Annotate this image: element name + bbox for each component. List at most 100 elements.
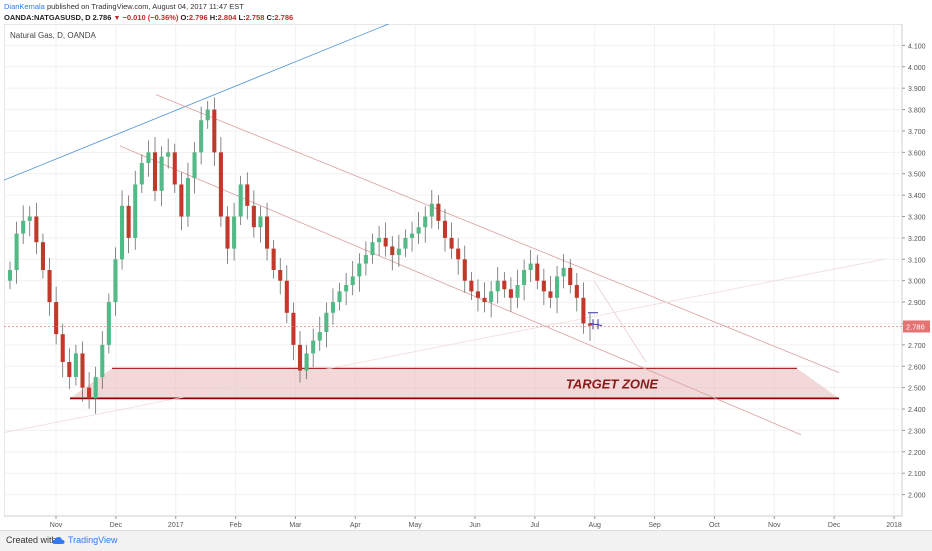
candle-body — [185, 178, 190, 217]
y-tick-label: 2.500 — [908, 386, 926, 393]
close-value: 2.786 — [274, 13, 294, 22]
target-zone-fill — [70, 368, 839, 399]
x-tick-label: Oct — [709, 522, 720, 529]
chart-panel[interactable]: TARGET ZONE 4.100 4.000 3.900 3.800 3.700 3.6… — [4, 24, 930, 530]
y-tick-label: 3.700 — [908, 129, 926, 136]
candle-body — [350, 276, 355, 285]
chart-title: Natural Gas, D, OANDA — [10, 31, 96, 40]
x-tick-label: May — [409, 522, 423, 529]
high-value: 2.804 — [217, 13, 237, 22]
author-link[interactable]: DianKemala — [4, 2, 45, 11]
footer: Created with TradingView — [0, 530, 932, 551]
blue-trendline — [4, 24, 390, 181]
candle-body — [67, 361, 72, 377]
y-tick-label: 3.600 — [908, 150, 926, 157]
x-tick-label: Sep — [648, 522, 661, 529]
candle-body — [357, 263, 362, 277]
candle-body — [587, 323, 593, 326]
x-tick-label: 2017 — [168, 522, 184, 529]
y-tick-label: 3.000 — [908, 279, 926, 286]
candle-body — [47, 270, 52, 303]
candle-body — [317, 332, 322, 341]
x-tick-label: Dec — [110, 522, 123, 529]
candle-body — [60, 334, 65, 362]
candle-body — [423, 216, 428, 228]
close-label: C: — [266, 13, 275, 22]
candle-body — [205, 109, 210, 121]
candles — [7, 97, 603, 414]
candle-body — [179, 184, 184, 217]
candle-body — [508, 289, 513, 298]
candle-body — [442, 220, 448, 238]
y-tick-label: 2.200 — [908, 450, 926, 457]
symbol-name: OANDA:NATGASUSD, D — [4, 13, 91, 22]
candle-body — [337, 291, 342, 303]
open-value: 2.796 — [188, 13, 208, 22]
x-tick-label: Aug — [588, 522, 601, 529]
y-tick-label: 2.900 — [908, 300, 926, 307]
x-tick-label: Nov — [768, 522, 781, 529]
tradingview-link[interactable]: TradingView — [68, 535, 118, 545]
candle-body — [502, 280, 507, 290]
candle-body — [324, 312, 329, 333]
candle-body — [271, 248, 276, 270]
y-tick-label: 3.300 — [908, 215, 926, 222]
candle-body — [370, 242, 375, 256]
candle-body — [21, 220, 26, 234]
candle-body — [581, 297, 586, 324]
projection-line — [593, 280, 647, 363]
x-tick-label: Feb — [230, 522, 242, 529]
candle-body — [462, 259, 467, 281]
candle-body — [251, 205, 256, 228]
candle-body — [495, 280, 500, 292]
publish-line: DianKemala published on TradingView.com,… — [4, 2, 244, 12]
candle-body — [482, 297, 487, 303]
candle-body — [40, 242, 45, 270]
low-value: 2.758 — [245, 13, 265, 22]
published-text: published on TradingView.com, August 04,… — [44, 2, 244, 11]
candle-body — [265, 216, 270, 249]
candle-body — [410, 233, 415, 238]
candle-body — [278, 270, 283, 281]
candle-body — [396, 248, 401, 256]
candle-body — [73, 353, 78, 377]
y-tick-label: 3.800 — [908, 108, 926, 115]
candle-body — [311, 340, 316, 354]
candle-body — [120, 205, 125, 260]
candle-body — [93, 376, 98, 399]
y-tick-label: 3.100 — [908, 257, 926, 264]
candle-body — [126, 205, 131, 238]
candle-body — [403, 237, 408, 249]
y-tick-label: 2.000 — [908, 493, 926, 500]
candle-body — [561, 267, 566, 277]
candle-body — [363, 255, 368, 264]
x-tick-label: Jun — [469, 522, 480, 529]
candle-body — [377, 237, 382, 243]
candle-body — [568, 267, 573, 285]
candle-body — [515, 284, 520, 298]
x-tick-label: Nov — [50, 522, 63, 529]
high-label: H: — [209, 13, 218, 22]
target-zone-label: TARGET ZONE — [566, 376, 659, 391]
last-price-label: 2.786 — [906, 322, 925, 331]
candle-body — [192, 152, 197, 179]
arrow-down-icon: ▼ — [113, 15, 121, 22]
candle-body — [245, 184, 250, 206]
candle-body — [284, 280, 289, 313]
candle-body — [429, 203, 434, 217]
candle-body — [212, 109, 217, 153]
lower-channel-line — [119, 145, 802, 436]
price-chart[interactable]: TARGET ZONE 4.100 4.000 3.900 3.800 3.700 3.6… — [4, 24, 930, 530]
candle-body — [166, 152, 171, 157]
candle-body — [535, 263, 540, 281]
y-tick-label: 2.300 — [908, 428, 926, 435]
cloud-icon — [52, 537, 65, 544]
candle-body — [27, 216, 32, 221]
candle-body — [383, 237, 388, 247]
open-label: O: — [180, 13, 189, 22]
candle-body — [416, 227, 421, 234]
candle-body — [522, 270, 527, 285]
candle-body — [238, 184, 243, 217]
candle-body — [133, 184, 138, 238]
y-tick-label: 3.400 — [908, 193, 926, 200]
